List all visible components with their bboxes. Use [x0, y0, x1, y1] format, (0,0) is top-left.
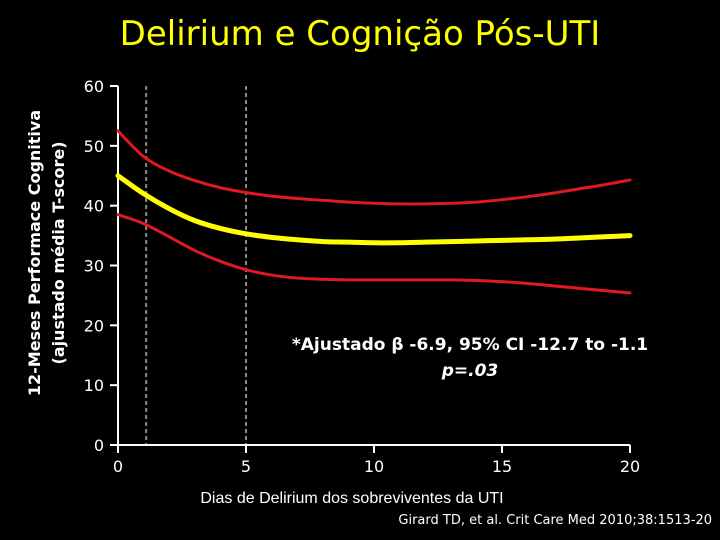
y-tick-label: 20 [84, 316, 104, 335]
y-tick-label: 50 [84, 137, 104, 156]
y-tick-label: 0 [94, 436, 104, 455]
x-tick-label: 20 [620, 457, 640, 476]
chart-title: Delirium e Cognição Pós-UTI [119, 14, 601, 54]
x-axis-label: Dias de Delirium dos sobreviventes da UT… [200, 490, 503, 507]
y-tick-label: 40 [84, 197, 104, 216]
y-tick-label: 30 [84, 257, 104, 276]
y-axis-label-line2: (ajustado média T-score) [49, 141, 68, 364]
series-line-estimate [115, 173, 633, 246]
annotation-beta-line: *Ajustado β -6.9, 95% CI -12.7 to -1.1 [291, 335, 649, 355]
annotation-p-value: p=.03 [441, 361, 499, 381]
y-tick-label: 60 [84, 77, 104, 96]
x-tick-label: 10 [364, 457, 384, 476]
y-axis-label-line1: 12-Meses Performace Cognitiva [25, 110, 44, 396]
citation: Girard TD, et al. Crit Care Med 2010;38:… [398, 513, 712, 528]
x-tick-label: 0 [113, 457, 123, 476]
x-tick-label: 15 [492, 457, 512, 476]
y-tick-label: 10 [84, 376, 104, 395]
series-line-upper [116, 129, 632, 206]
chart-annotation: *Ajustado β -6.9, 95% CI -12.7 to -1.1 p… [250, 332, 690, 384]
series-line-lower [116, 213, 632, 295]
x-tick-label: 5 [241, 457, 251, 476]
